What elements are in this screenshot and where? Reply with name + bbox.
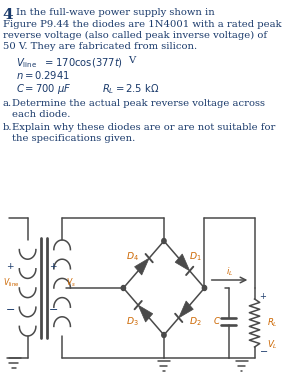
Text: $V_L$: $V_L$ xyxy=(267,339,278,351)
Text: a.: a. xyxy=(2,99,12,108)
Text: $D_4$: $D_4$ xyxy=(126,250,139,263)
Text: In the full-wave power supply shown in: In the full-wave power supply shown in xyxy=(15,8,214,17)
Polygon shape xyxy=(179,301,193,318)
Text: $V_{\rm line}$: $V_{\rm line}$ xyxy=(2,277,19,289)
Text: Figure P9.44 the diodes are 1N4001 with a rated peak: Figure P9.44 the diodes are 1N4001 with … xyxy=(2,20,281,29)
Text: $R_L$: $R_L$ xyxy=(267,317,278,329)
Text: the specifications given.: the specifications given. xyxy=(12,134,135,143)
Text: reverse voltage (also called peak inverse voltage) of: reverse voltage (also called peak invers… xyxy=(2,31,267,40)
Text: each diode.: each diode. xyxy=(12,110,71,119)
Text: $R_L = 2.5\ \rm k\Omega$: $R_L = 2.5\ \rm k\Omega$ xyxy=(102,82,159,96)
Text: $D_2$: $D_2$ xyxy=(189,315,202,328)
Polygon shape xyxy=(135,258,149,275)
Text: $+$: $+$ xyxy=(259,291,267,301)
Text: $-$: $-$ xyxy=(5,303,15,313)
Text: $+$: $+$ xyxy=(49,261,58,271)
Circle shape xyxy=(162,332,166,337)
Text: $= 170\cos(377t)$: $= 170\cos(377t)$ xyxy=(43,56,123,69)
Text: $C$: $C$ xyxy=(213,315,221,326)
Text: Determine the actual peak reverse voltage across: Determine the actual peak reverse voltag… xyxy=(12,99,265,108)
Text: $V_s$: $V_s$ xyxy=(67,277,76,289)
Text: $-$: $-$ xyxy=(259,345,268,355)
Text: $D_1$: $D_1$ xyxy=(189,250,202,263)
Circle shape xyxy=(202,285,207,290)
Text: Explain why these diodes are or are not suitable for: Explain why these diodes are or are not … xyxy=(12,123,275,132)
Text: $C = 700\ \mu F$: $C = 700\ \mu F$ xyxy=(15,82,71,96)
Circle shape xyxy=(162,239,166,244)
Polygon shape xyxy=(138,305,153,322)
Circle shape xyxy=(121,285,126,290)
Text: 50 V. They are fabricated from silicon.: 50 V. They are fabricated from silicon. xyxy=(2,42,197,51)
Text: $V_{\rm line}$: $V_{\rm line}$ xyxy=(15,56,37,70)
Text: $D_3$: $D_3$ xyxy=(126,315,139,328)
Text: $n = 0.2941$: $n = 0.2941$ xyxy=(15,69,70,81)
Text: b.: b. xyxy=(2,123,12,132)
Text: $+$: $+$ xyxy=(6,261,15,271)
Text: $i_L$: $i_L$ xyxy=(226,266,233,278)
Polygon shape xyxy=(175,254,190,271)
Text: $-$: $-$ xyxy=(48,303,59,313)
Text: 4: 4 xyxy=(2,8,13,22)
Text: V: V xyxy=(128,56,135,65)
